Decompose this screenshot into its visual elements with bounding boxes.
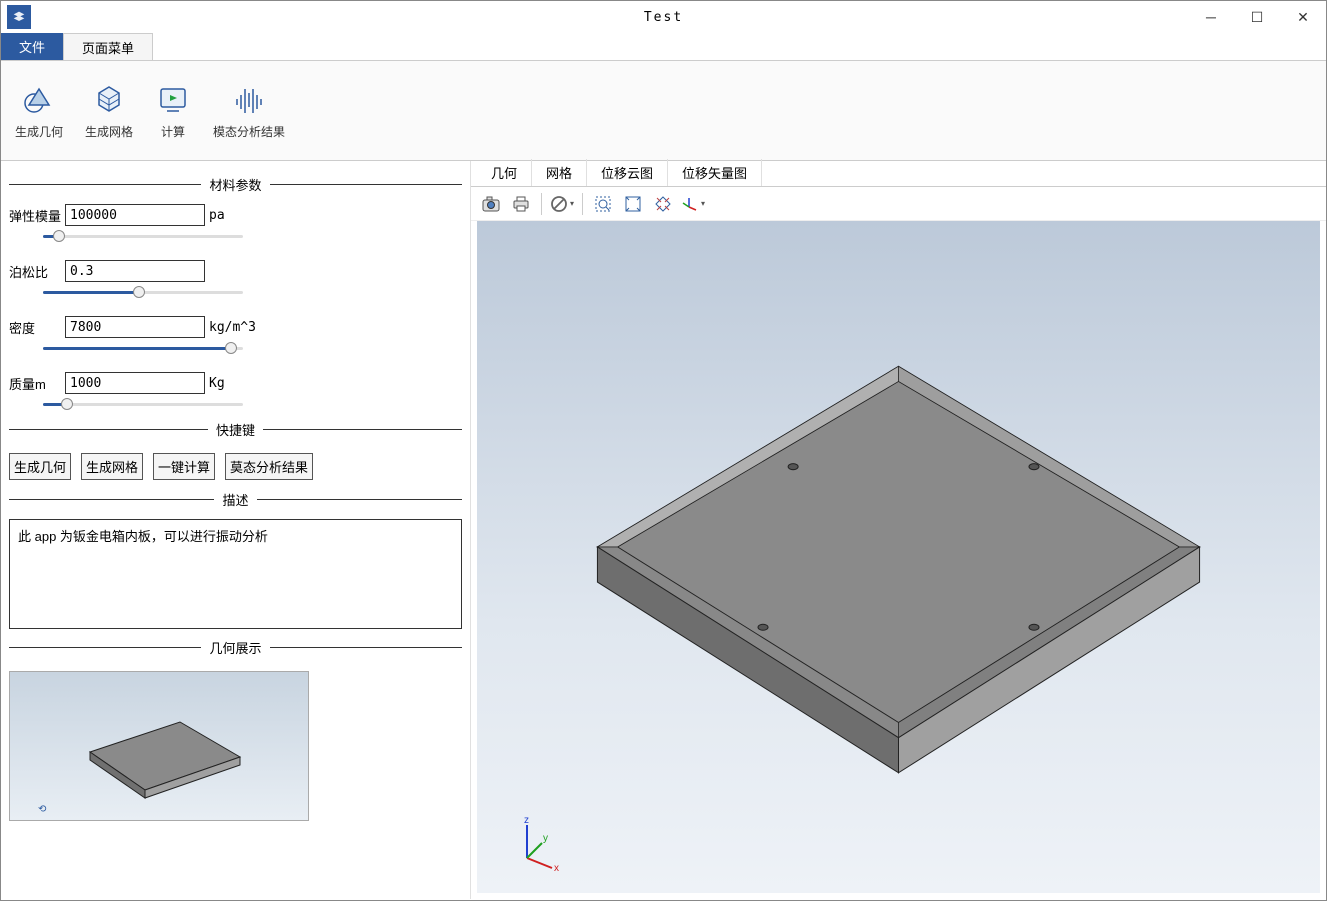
ribbon-tab-file-label: 文件 [19,37,45,56]
material-title: 材料参数 [201,175,269,194]
window-title: Test [644,10,683,25]
window-controls: ─ ☐ ✕ [1188,1,1326,33]
ribbon-tab-file[interactable]: 文件 [1,33,63,60]
param-poisson-slider[interactable] [43,286,243,298]
zoom-box-icon [594,195,612,213]
maximize-button[interactable]: ☐ [1234,1,1280,33]
ribbon: 生成几何 生成网格 计算 模态分析结果 [1,61,1326,161]
ribbon-generate-geometry-label: 生成几何 [15,123,63,140]
shortcut-modal[interactable]: 莫态分析结果 [225,453,313,480]
ribbon-modal-results-label: 模态分析结果 [213,123,285,140]
shortcut-mesh[interactable]: 生成网格 [81,453,143,480]
reset-zoom-icon [654,195,672,213]
axis-triad-icon [681,195,699,213]
svg-text:x: x [554,863,559,873]
axis-triad-dropdown[interactable] [679,190,707,218]
param-poisson-label: 泊松比 [9,262,65,281]
param-mass: 质量m Kg [9,372,462,410]
param-poisson-input[interactable] [65,260,205,282]
minimize-button[interactable]: ─ [1188,1,1234,33]
param-elastic-unit: pa [209,208,225,223]
close-button[interactable]: ✕ [1280,1,1326,33]
preview-title: 几何展示 [201,638,269,657]
view-tab-mesh[interactable]: 网格 [532,159,587,186]
param-elastic-label: 弹性模量 [9,206,65,225]
param-density-input[interactable] [65,316,205,338]
print-button[interactable] [507,190,535,218]
ribbon-modal-results[interactable]: 模态分析结果 [209,77,289,144]
ribbon-tab-page-label: 页面菜单 [82,38,134,57]
param-density: 密度 kg/m^3 [9,316,462,354]
zoom-box-button[interactable] [589,190,617,218]
selection-mode-dropdown[interactable] [548,190,576,218]
param-density-label: 密度 [9,318,65,337]
param-density-slider[interactable] [43,342,243,354]
shortcuts-title: 快捷键 [208,420,263,439]
axis-triad-icon: z x y [507,813,567,873]
body: 材料参数 弹性模量 pa 泊松比 [1,161,1326,899]
mesh-icon [91,81,127,117]
ribbon-tab-page[interactable]: 页面菜单 [63,33,153,60]
svg-text:z: z [524,815,529,826]
description-title: 描述 [214,490,256,509]
material-group: 材料参数 弹性模量 pa 泊松比 [9,175,462,414]
compute-icon [155,81,191,117]
ribbon-generate-mesh[interactable]: 生成网格 [81,77,137,144]
view-tabs: 几何 网格 位移云图 位移矢量图 [471,161,1326,187]
toolbar-separator [582,193,583,215]
param-mass-slider[interactable] [43,398,243,410]
app-icon [7,5,31,29]
modal-icon [231,81,267,117]
ribbon-generate-mesh-label: 生成网格 [85,123,133,140]
toolbar-separator [541,193,542,215]
ribbon-tabs: 文件 页面菜单 [1,33,1326,61]
preview-group: 几何展示 ⟲ [9,638,462,821]
param-elastic-input[interactable] [65,204,205,226]
snapshot-button[interactable] [477,190,505,218]
view-tab-displacement-cloud[interactable]: 位移云图 [587,159,668,186]
zoom-extents-button[interactable] [619,190,647,218]
param-mass-input[interactable] [65,372,205,394]
view-tab-displacement-vector[interactable]: 位移矢量图 [668,159,762,186]
plate-model-icon [477,221,1320,893]
param-mass-unit: Kg [209,376,225,391]
ribbon-generate-geometry[interactable]: 生成几何 [11,77,67,144]
reset-zoom-button[interactable] [649,190,677,218]
camera-icon [481,194,501,214]
view-toolbar [471,187,1326,221]
param-elastic-slider[interactable] [43,230,243,242]
preview-viewport[interactable]: ⟲ [9,671,309,821]
param-density-unit: kg/m^3 [209,320,256,335]
svg-text:⟲: ⟲ [38,804,47,815]
shortcut-geom[interactable]: 生成几何 [9,453,71,480]
print-icon [511,194,531,214]
ribbon-compute-label: 计算 [161,123,185,140]
sidebar: 材料参数 弹性模量 pa 泊松比 [1,161,471,899]
view-tab-geometry[interactable]: 几何 [477,159,532,186]
description-text[interactable] [9,519,462,629]
description-group: 描述 [9,490,462,632]
main-panel: 几何 网格 位移云图 位移矢量图 [471,161,1326,899]
shortcut-compute[interactable]: 一键计算 [153,453,215,480]
param-mass-label: 质量m [9,374,65,393]
zoom-extents-icon [624,195,642,213]
geometry-icon [21,81,57,117]
ribbon-compute[interactable]: 计算 [151,77,195,144]
param-elastic: 弹性模量 pa [9,204,462,242]
3d-viewport[interactable]: z x y [477,221,1320,893]
svg-text:y: y [543,833,548,844]
title-bar: Test ─ ☐ ✕ [1,1,1326,33]
no-select-icon [550,195,568,213]
param-poisson: 泊松比 [9,260,462,298]
preview-plate-icon: ⟲ [10,672,310,822]
shortcuts-group: 快捷键 生成几何 生成网格 一键计算 莫态分析结果 [9,420,462,484]
